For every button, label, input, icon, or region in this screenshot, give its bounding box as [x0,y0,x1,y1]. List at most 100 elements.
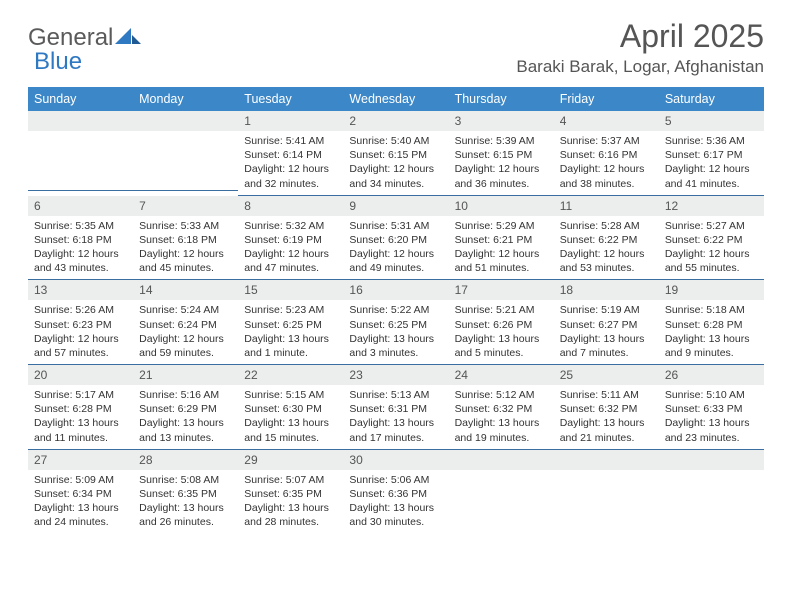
day-body: Sunrise: 5:10 AMSunset: 6:33 PMDaylight:… [659,385,764,450]
day-cell: 5Sunrise: 5:36 AMSunset: 6:17 PMDaylight… [659,111,764,196]
day-number: 29 [238,450,343,470]
week-row: 1Sunrise: 5:41 AMSunset: 6:14 PMDaylight… [28,111,764,196]
day-number: 6 [28,196,133,216]
day-cell: 16Sunrise: 5:22 AMSunset: 6:25 PMDayligh… [343,280,448,365]
day-cell: 8Sunrise: 5:32 AMSunset: 6:19 PMDaylight… [238,196,343,281]
day-number: 25 [554,365,659,385]
day-body: Sunrise: 5:21 AMSunset: 6:26 PMDaylight:… [449,300,554,365]
day-number: 19 [659,280,764,300]
calendar-header-row: SundayMondayTuesdayWednesdayThursdayFrid… [28,87,764,111]
day-number: 10 [449,196,554,216]
day-cell [659,450,764,534]
day-header: Sunday [28,87,133,111]
day-cell: 4Sunrise: 5:37 AMSunset: 6:16 PMDaylight… [554,111,659,196]
logo-text-2: Blue [34,48,82,76]
day-body: Sunrise: 5:07 AMSunset: 6:35 PMDaylight:… [238,470,343,534]
day-number: 11 [554,196,659,216]
day-number: 22 [238,365,343,385]
day-body: Sunrise: 5:36 AMSunset: 6:17 PMDaylight:… [659,131,764,196]
day-body: Sunrise: 5:18 AMSunset: 6:28 PMDaylight:… [659,300,764,365]
day-body: Sunrise: 5:12 AMSunset: 6:32 PMDaylight:… [449,385,554,450]
day-body: Sunrise: 5:32 AMSunset: 6:19 PMDaylight:… [238,216,343,281]
day-body: Sunrise: 5:06 AMSunset: 6:36 PMDaylight:… [343,470,448,534]
day-cell [28,111,133,196]
day-body: Sunrise: 5:28 AMSunset: 6:22 PMDaylight:… [554,216,659,281]
day-body: Sunrise: 5:31 AMSunset: 6:20 PMDaylight:… [343,216,448,281]
day-body: Sunrise: 5:26 AMSunset: 6:23 PMDaylight:… [28,300,133,365]
day-number: 2 [343,111,448,131]
day-cell [554,450,659,534]
day-cell: 13Sunrise: 5:26 AMSunset: 6:23 PMDayligh… [28,280,133,365]
day-cell: 28Sunrise: 5:08 AMSunset: 6:35 PMDayligh… [133,450,238,534]
day-body: Sunrise: 5:17 AMSunset: 6:28 PMDaylight:… [28,385,133,450]
day-cell: 30Sunrise: 5:06 AMSunset: 6:36 PMDayligh… [343,450,448,534]
day-body: Sunrise: 5:08 AMSunset: 6:35 PMDaylight:… [133,470,238,534]
day-number: 1 [238,111,343,131]
day-body: Sunrise: 5:37 AMSunset: 6:16 PMDaylight:… [554,131,659,196]
day-cell: 18Sunrise: 5:19 AMSunset: 6:27 PMDayligh… [554,280,659,365]
day-header: Saturday [659,87,764,111]
logo: General [28,18,141,52]
day-number: 16 [343,280,448,300]
day-number: 8 [238,196,343,216]
day-cell [449,450,554,534]
day-body: Sunrise: 5:15 AMSunset: 6:30 PMDaylight:… [238,385,343,450]
location: Baraki Barak, Logar, Afghanistan [516,57,764,77]
day-cell: 6Sunrise: 5:35 AMSunset: 6:18 PMDaylight… [28,196,133,281]
day-cell: 17Sunrise: 5:21 AMSunset: 6:26 PMDayligh… [449,280,554,365]
day-number: 23 [343,365,448,385]
day-number: 24 [449,365,554,385]
day-body: Sunrise: 5:33 AMSunset: 6:18 PMDaylight:… [133,216,238,281]
day-cell: 11Sunrise: 5:28 AMSunset: 6:22 PMDayligh… [554,196,659,281]
day-header: Wednesday [343,87,448,111]
day-number: 5 [659,111,764,131]
day-number: 4 [554,111,659,131]
day-number: 28 [133,450,238,470]
day-body: Sunrise: 5:41 AMSunset: 6:14 PMDaylight:… [238,131,343,196]
day-body: Sunrise: 5:11 AMSunset: 6:32 PMDaylight:… [554,385,659,450]
day-number: 30 [343,450,448,470]
day-cell: 23Sunrise: 5:13 AMSunset: 6:31 PMDayligh… [343,365,448,450]
day-header: Monday [133,87,238,111]
day-header: Friday [554,87,659,111]
day-cell: 22Sunrise: 5:15 AMSunset: 6:30 PMDayligh… [238,365,343,450]
day-body: Sunrise: 5:35 AMSunset: 6:18 PMDaylight:… [28,216,133,281]
day-cell: 7Sunrise: 5:33 AMSunset: 6:18 PMDaylight… [133,196,238,281]
day-cell: 27Sunrise: 5:09 AMSunset: 6:34 PMDayligh… [28,450,133,534]
day-header: Tuesday [238,87,343,111]
day-cell: 26Sunrise: 5:10 AMSunset: 6:33 PMDayligh… [659,365,764,450]
day-cell [133,111,238,196]
day-number: 18 [554,280,659,300]
day-body: Sunrise: 5:39 AMSunset: 6:15 PMDaylight:… [449,131,554,196]
day-body: Sunrise: 5:19 AMSunset: 6:27 PMDaylight:… [554,300,659,365]
week-row: 20Sunrise: 5:17 AMSunset: 6:28 PMDayligh… [28,365,764,450]
day-number: 12 [659,196,764,216]
month-title: April 2025 [516,18,764,55]
day-number: 20 [28,365,133,385]
day-cell: 12Sunrise: 5:27 AMSunset: 6:22 PMDayligh… [659,196,764,281]
day-cell: 15Sunrise: 5:23 AMSunset: 6:25 PMDayligh… [238,280,343,365]
day-cell: 24Sunrise: 5:12 AMSunset: 6:32 PMDayligh… [449,365,554,450]
day-body: Sunrise: 5:40 AMSunset: 6:15 PMDaylight:… [343,131,448,196]
day-number: 17 [449,280,554,300]
day-body: Sunrise: 5:16 AMSunset: 6:29 PMDaylight:… [133,385,238,450]
day-number: 7 [133,196,238,216]
day-header: Thursday [449,87,554,111]
day-number: 15 [238,280,343,300]
day-cell: 3Sunrise: 5:39 AMSunset: 6:15 PMDaylight… [449,111,554,196]
header: General April 2025 Baraki Barak, Logar, … [28,18,764,77]
day-number: 13 [28,280,133,300]
day-cell: 1Sunrise: 5:41 AMSunset: 6:14 PMDaylight… [238,111,343,196]
day-cell: 20Sunrise: 5:17 AMSunset: 6:28 PMDayligh… [28,365,133,450]
day-body: Sunrise: 5:29 AMSunset: 6:21 PMDaylight:… [449,216,554,281]
day-body: Sunrise: 5:23 AMSunset: 6:25 PMDaylight:… [238,300,343,365]
day-body: Sunrise: 5:22 AMSunset: 6:25 PMDaylight:… [343,300,448,365]
day-number: 3 [449,111,554,131]
week-row: 27Sunrise: 5:09 AMSunset: 6:34 PMDayligh… [28,450,764,534]
day-cell: 10Sunrise: 5:29 AMSunset: 6:21 PMDayligh… [449,196,554,281]
day-cell: 14Sunrise: 5:24 AMSunset: 6:24 PMDayligh… [133,280,238,365]
day-cell: 21Sunrise: 5:16 AMSunset: 6:29 PMDayligh… [133,365,238,450]
day-cell: 19Sunrise: 5:18 AMSunset: 6:28 PMDayligh… [659,280,764,365]
day-body: Sunrise: 5:13 AMSunset: 6:31 PMDaylight:… [343,385,448,450]
day-cell: 2Sunrise: 5:40 AMSunset: 6:15 PMDaylight… [343,111,448,196]
